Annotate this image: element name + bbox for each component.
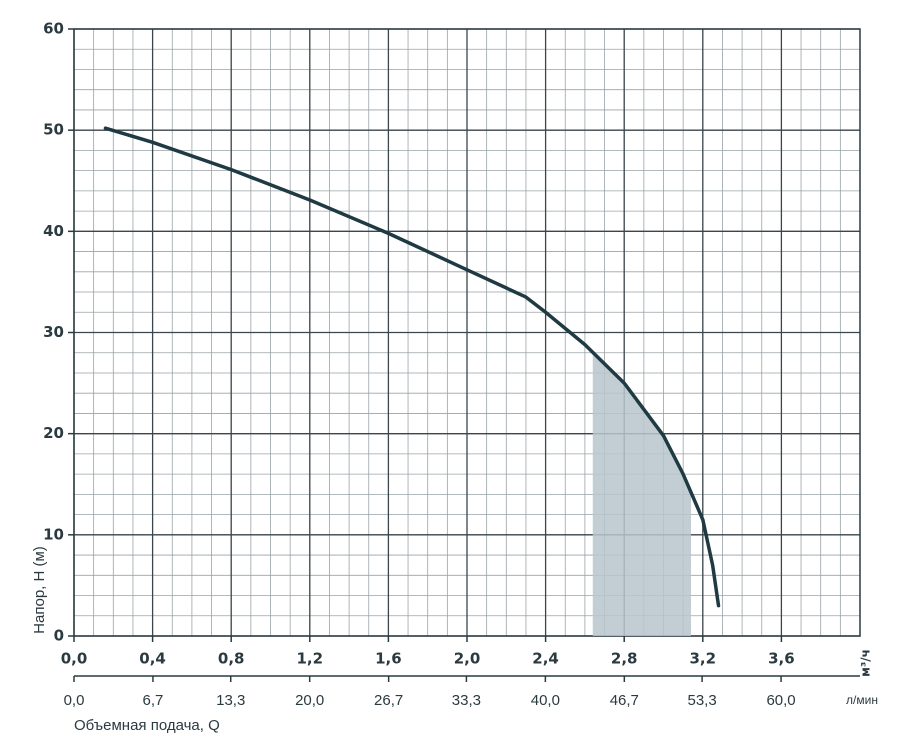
x2-tick-label: 53,3 [687, 692, 716, 709]
x-tick-label: 3,6 [768, 650, 795, 668]
x-tick-label: 2,8 [611, 650, 638, 668]
x2-tick-label: 13,3 [216, 692, 245, 709]
y-tick-label: 0 [54, 627, 64, 645]
x2-tick-label: 20,0 [295, 692, 324, 709]
pump-curve [103, 126, 721, 608]
y-tick-label: 20 [43, 424, 64, 442]
y-tick-label: 50 [43, 121, 64, 139]
x2-tick-label: 26,7 [374, 692, 403, 709]
x-tick-label: 3,2 [690, 650, 717, 668]
x-tick-label: 2,0 [454, 650, 481, 668]
y-axis-label: Напор, H (м) [31, 546, 48, 634]
y-tick-label: 60 [43, 20, 64, 38]
x-tick-label: 0,8 [218, 650, 245, 668]
x-tick-label: 1,2 [297, 650, 324, 668]
y-tick-label: 10 [43, 525, 64, 543]
x-unit: м³/ч [859, 649, 873, 677]
operating-range [592, 352, 692, 636]
x2-tick-label: 40,0 [531, 692, 560, 709]
x2-tick-label: 0,0 [64, 692, 85, 709]
x-tick-label: 0,4 [139, 650, 166, 668]
x2-unit: л/мин [846, 693, 878, 707]
x2-tick-label: 33,3 [452, 692, 481, 709]
plot-frame [73, 28, 861, 637]
x2-tick-label: 6,7 [143, 692, 164, 709]
x2-axis-label: Объемная подача, Q [74, 717, 220, 734]
x-tick-label: 2,4 [532, 650, 559, 668]
y-tick-label: 40 [43, 222, 64, 240]
x-tick-label: 1,6 [375, 650, 402, 668]
x2-tick-label: 60,0 [766, 692, 795, 709]
x-tick-label: 0,0 [61, 650, 88, 668]
y-tick-label: 30 [43, 323, 64, 341]
x2-tick-label: 46,7 [610, 692, 639, 709]
